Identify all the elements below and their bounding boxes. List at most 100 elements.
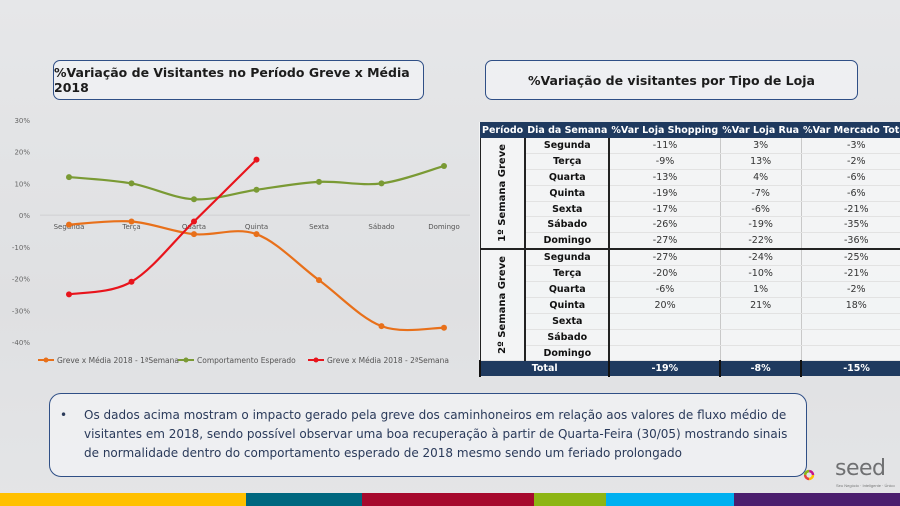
value-cell: -3%	[800, 138, 900, 154]
series-line	[68, 220, 445, 332]
series-line	[68, 158, 258, 296]
series-0	[66, 218, 447, 332]
legend-label: Greve x Média 2018 - 1ªSemana	[57, 356, 179, 365]
table-row: Quarta -13% 4% -6%	[480, 169, 900, 186]
line-chart: 30%20%10%0%-10%-20%-30%-40% SegundaTerça…	[12, 117, 470, 365]
seed-logo-icon	[803, 469, 815, 481]
day-cell: Sexta	[524, 313, 611, 330]
legend-item: Comportamento Esperado	[178, 356, 296, 365]
day-cell: Quinta	[524, 185, 611, 202]
value-cell: -35%	[800, 216, 900, 234]
total-label: Total	[478, 360, 610, 378]
data-point	[191, 196, 197, 203]
data-point	[316, 178, 322, 185]
table-title: %Variação de visitantes por Tipo de Loja	[528, 72, 815, 88]
data-point	[66, 174, 72, 181]
value-cell	[800, 345, 900, 362]
value-cell: 1%	[719, 281, 802, 298]
period-label: 1º Semana Greve	[496, 144, 508, 243]
table-row: Quinta -19% -7% -6%	[480, 185, 900, 202]
table-row: Sexta	[480, 313, 900, 330]
value-cell: 20%	[608, 297, 721, 314]
x-tick-label: Terça	[121, 223, 140, 231]
column-header: %Var Loja Rua	[720, 122, 802, 138]
total-value: -15%	[800, 360, 900, 378]
day-cell: Terça	[524, 153, 611, 170]
value-cell: -6%	[800, 185, 900, 202]
value-cell: -19%	[719, 216, 802, 234]
color-bar-segment	[362, 493, 534, 506]
data-point	[128, 278, 135, 285]
day-cell: Terça	[524, 265, 611, 283]
data-point	[191, 231, 197, 238]
table-row: Domingo	[480, 345, 900, 362]
series-2	[66, 156, 260, 298]
day-cell: Segunda	[524, 248, 611, 267]
y-tick-label: 10%	[14, 180, 30, 188]
column-header: %Var Loja Shopping	[609, 122, 721, 138]
total-value: -19%	[608, 360, 721, 378]
legend-label: Comportamento Esperado	[197, 356, 296, 365]
color-bar-segment	[534, 493, 606, 506]
legend-marker	[313, 357, 319, 363]
table-row: Terça -20% -10% -21%	[480, 265, 900, 283]
value-cell: -19%	[608, 185, 721, 202]
value-cell: -6%	[719, 201, 802, 218]
day-cell: Domingo	[524, 345, 611, 362]
value-cell: -21%	[800, 201, 900, 218]
y-tick-label: 0%	[19, 212, 30, 220]
day-cell: Sábado	[524, 329, 611, 346]
value-cell: -26%	[608, 216, 721, 234]
column-header: Dia da Semana	[525, 122, 610, 138]
value-cell: -6%	[608, 281, 721, 298]
column-header: %Var Mercado Total	[801, 122, 900, 138]
data-point	[66, 291, 72, 298]
value-cell: -36%	[800, 232, 900, 250]
value-cell	[800, 329, 900, 346]
table-row: Sábado	[480, 329, 900, 346]
chart-title-box: %Variação de Visitantes no Período Greve…	[53, 60, 424, 100]
bullet-icon: •	[60, 408, 68, 422]
series-1	[66, 162, 447, 203]
logo-tagline: Seu Negócio · Inteligente · Único	[836, 483, 895, 488]
data-point	[253, 231, 260, 238]
legend: Greve x Média 2018 - 1ªSemana Comportamen…	[38, 356, 449, 365]
day-cell: Sexta	[524, 201, 611, 218]
x-tick-label: Quarta	[182, 223, 206, 231]
legend-item: Greve x Média 2018 - 1ªSemana	[38, 356, 179, 365]
table-row: Terça -9% 13% -2%	[480, 153, 900, 170]
value-cell: -13%	[608, 169, 721, 186]
x-tick-label: Domingo	[428, 223, 460, 231]
chart-title: %Variação de Visitantes no Período Greve…	[54, 65, 410, 95]
value-cell	[800, 313, 900, 330]
value-cell: 18%	[800, 297, 900, 314]
visitor-variation-table: Período Dia da Semana %Var Loja Shopping %V…	[478, 122, 900, 378]
period-label: 2º Semana Greve	[496, 256, 508, 355]
table-row: 1º Semana Greve Segunda -11% 3% -3%	[479, 138, 900, 250]
color-bar-segment	[734, 493, 900, 506]
day-cell: Segunda	[524, 138, 611, 154]
value-cell: -22%	[719, 232, 802, 250]
y-axis: 30% 20% 10% 0% -10% -20% -30% -40%	[12, 117, 30, 347]
value-cell: 4%	[719, 169, 802, 186]
value-cell: 3%	[719, 138, 802, 154]
day-cell: Domingo	[524, 232, 611, 250]
value-cell	[719, 345, 802, 362]
series-line	[68, 164, 445, 201]
table-row: Quarta -6% 1% -2%	[480, 281, 900, 298]
data-point	[253, 156, 260, 163]
value-cell: -21%	[800, 265, 900, 283]
value-cell	[608, 329, 721, 346]
table-row: 2º Semana Greve Segunda -27% -24% -25%	[479, 248, 900, 362]
value-cell: -24%	[719, 248, 802, 267]
total-value: -8%	[719, 360, 802, 378]
total-row: Total -19% -8% -15%	[478, 360, 900, 378]
data-point	[253, 186, 260, 193]
value-cell: -10%	[719, 265, 802, 283]
value-cell	[719, 313, 802, 330]
data-point	[191, 218, 197, 225]
value-cell: -20%	[608, 265, 721, 283]
legend-marker	[43, 357, 49, 363]
day-cell: Sábado	[524, 216, 611, 234]
value-cell	[608, 345, 721, 362]
